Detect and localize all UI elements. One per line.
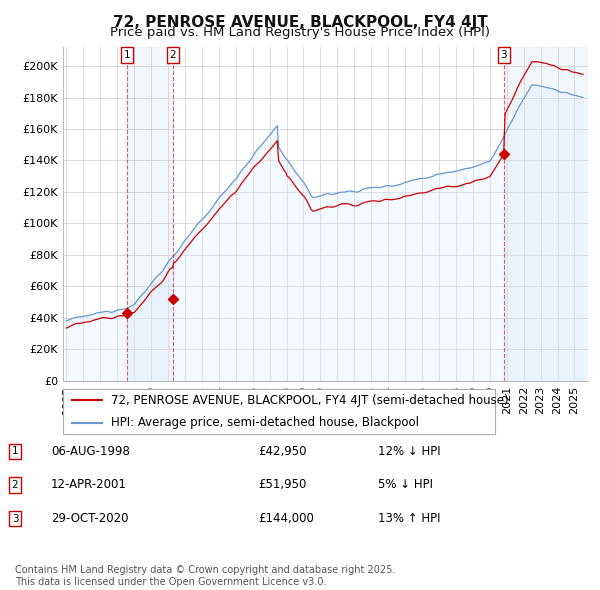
Text: 13% ↑ HPI: 13% ↑ HPI: [378, 512, 440, 525]
Text: 1: 1: [11, 447, 19, 456]
Text: HPI: Average price, semi-detached house, Blackpool: HPI: Average price, semi-detached house,…: [110, 416, 419, 429]
Bar: [127, 47, 173, 381]
Text: 06-AUG-1998: 06-AUG-1998: [51, 445, 130, 458]
Text: £144,000: £144,000: [258, 512, 314, 525]
Text: 3: 3: [500, 50, 507, 60]
Text: Price paid vs. HM Land Registry's House Price Index (HPI): Price paid vs. HM Land Registry's House …: [110, 26, 490, 39]
Text: Contains HM Land Registry data © Crown copyright and database right 2025.
This d: Contains HM Land Registry data © Crown c…: [15, 565, 395, 587]
Text: 2: 2: [169, 50, 176, 60]
Text: 12% ↓ HPI: 12% ↓ HPI: [378, 445, 440, 458]
Text: 5% ↓ HPI: 5% ↓ HPI: [378, 478, 433, 491]
Text: 72, PENROSE AVENUE, BLACKPOOL, FY4 4JT: 72, PENROSE AVENUE, BLACKPOOL, FY4 4JT: [113, 15, 487, 30]
Text: 12-APR-2001: 12-APR-2001: [51, 478, 127, 491]
Text: £42,950: £42,950: [258, 445, 307, 458]
Text: £51,950: £51,950: [258, 478, 307, 491]
Text: 1: 1: [124, 50, 130, 60]
Text: 3: 3: [11, 514, 19, 523]
Text: 29-OCT-2020: 29-OCT-2020: [51, 512, 128, 525]
Text: 2: 2: [11, 480, 19, 490]
Bar: [504, 47, 588, 381]
Text: 72, PENROSE AVENUE, BLACKPOOL, FY4 4JT (semi-detached house): 72, PENROSE AVENUE, BLACKPOOL, FY4 4JT (…: [110, 394, 508, 407]
